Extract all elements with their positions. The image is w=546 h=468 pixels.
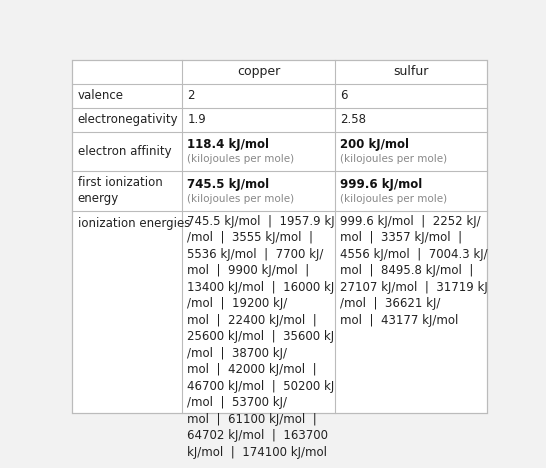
Text: 745.5 kJ/mol  |  1957.9 kJ
/mol  |  3555 kJ/mol  |
5536 kJ/mol  |  7700 kJ/
mol : 745.5 kJ/mol | 1957.9 kJ /mol | 3555 kJ/…: [187, 215, 335, 459]
Text: electron affinity: electron affinity: [78, 145, 171, 158]
Text: 745.5 kJ/mol: 745.5 kJ/mol: [187, 178, 270, 191]
Text: (kilojoules per mole): (kilojoules per mole): [187, 194, 295, 204]
Text: valence: valence: [78, 89, 123, 102]
Text: (kilojoules per mole): (kilojoules per mole): [187, 154, 295, 164]
Text: ionization energies: ionization energies: [78, 217, 190, 230]
Text: 2.58: 2.58: [340, 113, 366, 126]
Text: 118.4 kJ/mol: 118.4 kJ/mol: [187, 138, 270, 151]
Text: 999.6 kJ/mol: 999.6 kJ/mol: [340, 178, 422, 191]
Text: (kilojoules per mole): (kilojoules per mole): [340, 154, 447, 164]
Text: sulfur: sulfur: [393, 65, 429, 78]
Text: copper: copper: [237, 65, 280, 78]
Text: first ionization
energy: first ionization energy: [78, 176, 162, 205]
Text: (kilojoules per mole): (kilojoules per mole): [340, 194, 447, 204]
Text: 2: 2: [187, 89, 195, 102]
Text: electronegativity: electronegativity: [78, 113, 178, 126]
Text: 200 kJ/mol: 200 kJ/mol: [340, 138, 409, 151]
Text: 1.9: 1.9: [187, 113, 206, 126]
Text: 999.6 kJ/mol  |  2252 kJ/
mol  |  3357 kJ/mol  |
4556 kJ/mol  |  7004.3 kJ/
mol : 999.6 kJ/mol | 2252 kJ/ mol | 3357 kJ/mo…: [340, 215, 488, 327]
Text: 6: 6: [340, 89, 348, 102]
